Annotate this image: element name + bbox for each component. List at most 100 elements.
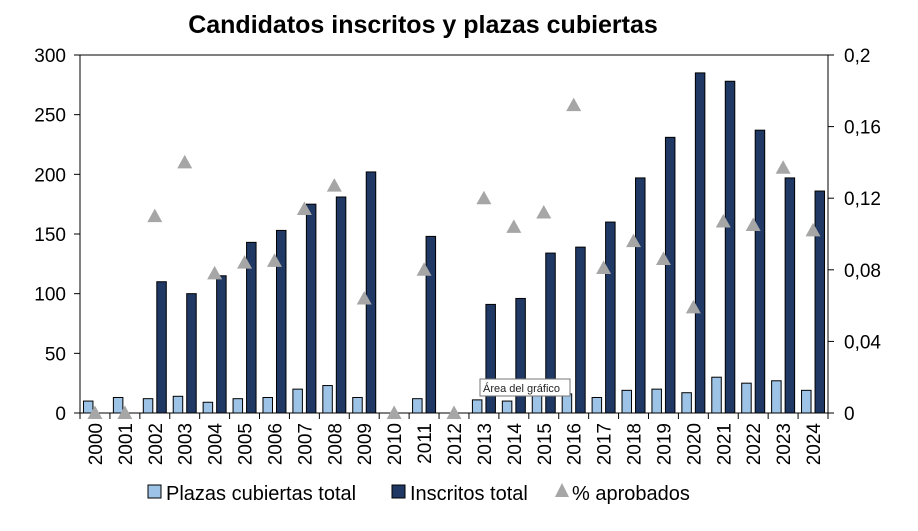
- bar-plazas-2020[interactable]: [681, 392, 692, 414]
- marker-aprobados-2004[interactable]: [207, 265, 223, 280]
- bar-plazas-2015[interactable]: [531, 394, 543, 414]
- tooltip-text: Área del gráfico: [483, 382, 560, 395]
- y-left-tick-label: 50: [45, 344, 66, 365]
- y-right-tick-label: 0,12: [844, 189, 881, 210]
- legend-label-inscritos: Inscritos total: [410, 483, 528, 505]
- x-tick-label: 2005: [236, 423, 257, 465]
- bar-inscritos-2014[interactable]: [515, 297, 526, 414]
- bar-plazas-2009[interactable]: [352, 396, 363, 414]
- bar-plazas-2014[interactable]: [501, 400, 513, 414]
- marker-aprobados-2007[interactable]: [296, 201, 312, 215]
- y-right-tick-label: 0,16: [844, 118, 881, 139]
- plot-area[interactable]: 0 50 100 150 200 250 300 0 0,04 0,08 0,12 0,16 0,2 20…: [34, 46, 881, 465]
- bar-inscritos-2006[interactable]: [275, 229, 287, 414]
- legend-swatch-inscritos: [391, 484, 406, 499]
- bar-inscritos-2009[interactable]: [365, 171, 377, 414]
- bar-plazas-2006[interactable]: [262, 396, 273, 414]
- bar-plazas-2022[interactable]: [741, 382, 752, 414]
- bar-inscritos-2018[interactable]: [635, 177, 646, 414]
- marker-aprobados-2018[interactable]: [626, 233, 642, 248]
- marker-aprobados-2000[interactable]: [87, 405, 103, 420]
- bar-inscritos-2011[interactable]: [425, 235, 437, 414]
- bar-plazas-2023[interactable]: [771, 380, 782, 414]
- bar-inscritos-2008[interactable]: [335, 196, 347, 414]
- bar-plazas-2018[interactable]: [621, 389, 633, 414]
- marker-aprobados-2016[interactable]: [566, 97, 582, 112]
- x-tick-label: 2002: [146, 423, 167, 465]
- x-tick-label: 2001: [116, 423, 137, 465]
- bar-plazas-2001[interactable]: [112, 396, 124, 414]
- y-left-tick-label: 100: [34, 285, 66, 306]
- marker-aprobados-2020[interactable]: [685, 299, 701, 314]
- bar-inscritos-2024[interactable]: [814, 190, 826, 414]
- bar-inscritos-2002[interactable]: [156, 281, 167, 414]
- bar-inscritos-2015[interactable]: [545, 252, 556, 414]
- bar-inscritos-2003[interactable]: [186, 293, 197, 414]
- marker-aprobados-2012[interactable]: [446, 405, 462, 420]
- x-tick-label: 2013: [475, 423, 496, 465]
- marker-aprobados-2022[interactable]: [745, 217, 761, 232]
- bar-plazas-2024[interactable]: [801, 389, 812, 414]
- bar-inscritos-2023[interactable]: [784, 177, 796, 414]
- x-tick-label: 2010: [385, 423, 406, 465]
- y-right-tick-label: 0: [844, 404, 855, 425]
- bar-plazas-2000[interactable]: [82, 400, 94, 414]
- y-right-tick-label: 0,04: [844, 332, 881, 353]
- marker-aprobados-2011[interactable]: [416, 262, 432, 276]
- marker-aprobados-2002[interactable]: [147, 208, 163, 223]
- y-left-tick-label: 250: [34, 106, 66, 127]
- y-left-tick-label: 300: [34, 46, 66, 67]
- marker-aprobados-2013[interactable]: [476, 190, 492, 205]
- marker-aprobados-2005[interactable]: [237, 255, 253, 269]
- marker-aprobados-2019[interactable]: [655, 251, 671, 266]
- x-tick-label: 2022: [744, 423, 765, 465]
- marker-aprobados-2021[interactable]: [715, 213, 731, 228]
- x-tick-label: 2020: [684, 423, 705, 465]
- bar-plazas-2007[interactable]: [292, 388, 303, 414]
- bar-plazas-2002[interactable]: [142, 398, 154, 414]
- bar-plazas-2005[interactable]: [232, 398, 244, 414]
- x-tick-label: 2006: [265, 423, 286, 465]
- y-right-tick-label: 0,2: [844, 46, 870, 67]
- bar-inscritos-2020[interactable]: [694, 72, 706, 414]
- marker-aprobados-2010[interactable]: [386, 405, 402, 420]
- bar-inscritos-2013[interactable]: [485, 303, 496, 414]
- marker-aprobados-2017[interactable]: [596, 260, 612, 275]
- tooltip-box: [479, 378, 571, 397]
- bar-inscritos-2007[interactable]: [305, 203, 317, 414]
- bar-inscritos-2021[interactable]: [724, 80, 736, 414]
- x-tick-label: 2011: [415, 423, 436, 464]
- bar-plazas-2017[interactable]: [591, 396, 603, 414]
- marker-aprobados-2003[interactable]: [177, 154, 193, 169]
- bar-inscritos-2019[interactable]: [664, 136, 676, 414]
- y-right-tick-label: 0,08: [844, 261, 881, 282]
- marker-aprobados-2024[interactable]: [805, 222, 821, 237]
- bar-inscritos-2022[interactable]: [754, 129, 766, 414]
- bar-plazas-2016[interactable]: [561, 393, 573, 414]
- marker-aprobados-2015[interactable]: [536, 205, 552, 219]
- legend-label-aprobados: % aprobados: [572, 483, 690, 505]
- bar-plazas-2008[interactable]: [322, 385, 333, 414]
- x-tick-label: 2019: [654, 423, 675, 465]
- marker-aprobados-2008[interactable]: [326, 178, 342, 192]
- bar-plazas-2021[interactable]: [711, 376, 722, 414]
- bar-plazas-2011[interactable]: [412, 398, 423, 414]
- bar-inscritos-2005[interactable]: [246, 241, 257, 414]
- bar-inscritos-2016[interactable]: [575, 246, 586, 414]
- bar-plazas-2003[interactable]: [172, 395, 184, 414]
- marker-aprobados-2006[interactable]: [266, 253, 282, 267]
- y-left-tick-label: 0: [55, 404, 66, 425]
- bar-plazas-2004[interactable]: [202, 401, 214, 414]
- marker-aprobados-2009[interactable]: [356, 290, 372, 305]
- x-tick-label: 2023: [774, 423, 795, 465]
- marker-aprobados-2023[interactable]: [775, 160, 791, 174]
- bar-inscritos-2004[interactable]: [216, 275, 227, 414]
- y-left-tick-label: 150: [34, 225, 66, 246]
- bar-plazas-2013[interactable]: [471, 399, 483, 414]
- legend-swatch-aprobados: [555, 483, 569, 497]
- marker-aprobados-2014[interactable]: [506, 219, 522, 233]
- bar-plazas-2019[interactable]: [651, 388, 662, 414]
- bar-inscritos-2017[interactable]: [605, 221, 616, 414]
- marker-aprobados-2001[interactable]: [117, 405, 133, 420]
